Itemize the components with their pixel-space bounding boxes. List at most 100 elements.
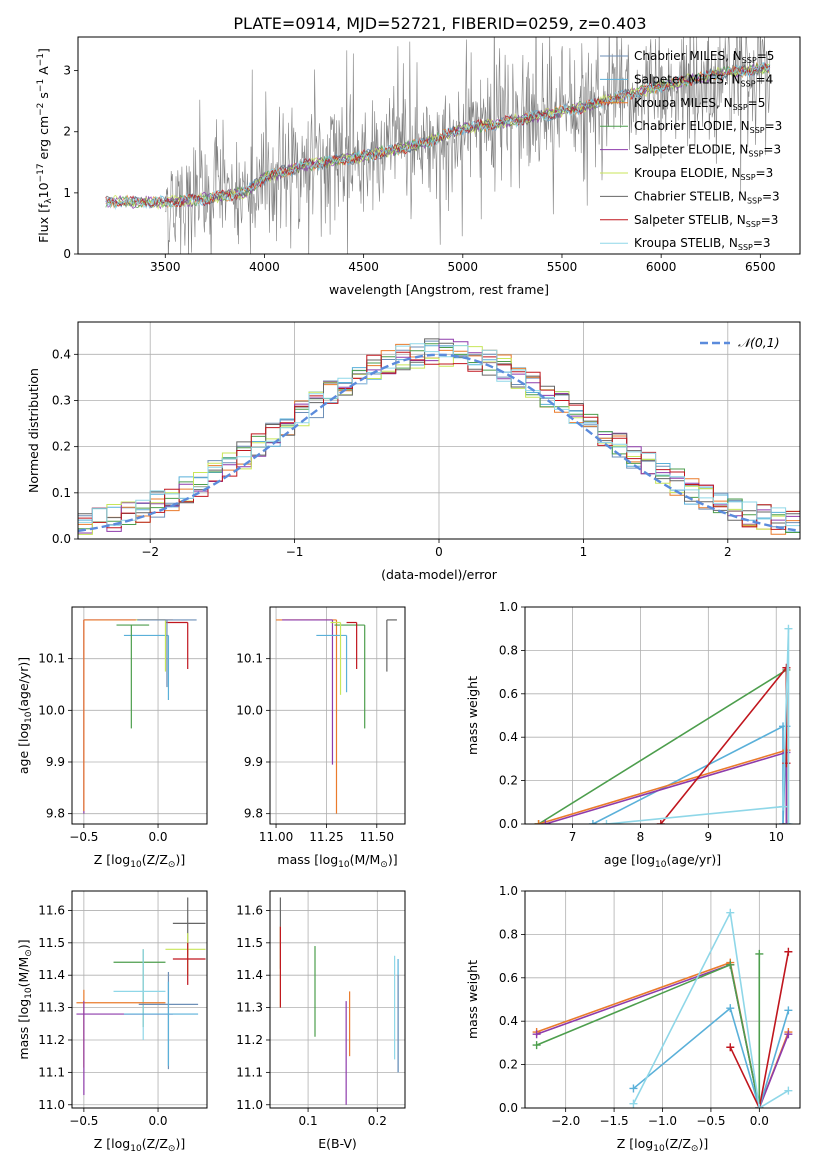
y-tick-label: 0.0 <box>52 532 71 546</box>
weight-vs-Z-axes: −2.0 −1.5 −1.0 −0.5 0.0 0.0 0.2 0.4 0.6 0.8 1.0 Z [… <box>465 884 801 1154</box>
weight-marker-5-1 <box>726 1043 735 1052</box>
y-tick-label: 0.3 <box>52 393 71 407</box>
x-tick-label: −1.0 <box>648 1114 677 1128</box>
y-tick-label: 0.4 <box>499 730 518 744</box>
weight-line-4 <box>632 1006 790 1108</box>
x-tick-label: 6000 <box>646 260 677 274</box>
normal-curve <box>78 353 800 533</box>
x-tick-label: 0.1 <box>299 1114 318 1128</box>
legend-entry-6: Kroupa ELODIE, NSSP=3 <box>634 166 773 182</box>
x-tick-label: 5000 <box>448 260 479 274</box>
x-tick-label: 7 <box>569 830 577 844</box>
x-axis-label: mass [log10​(M/M⊙​)] <box>277 852 397 870</box>
histogram-step-5 <box>78 338 800 534</box>
x-tick-label: 3500 <box>150 260 181 274</box>
x-tick-label: 0 <box>435 545 443 559</box>
legend-entry-7: Chabrier STELIB, NSSP=3 <box>634 189 780 205</box>
weight-marker-6-4 <box>784 1086 793 1095</box>
y-tick-label: 0.8 <box>499 643 518 657</box>
y-tick-label: 10.0 <box>236 703 263 717</box>
mass-vs-Z-plot <box>76 897 206 1096</box>
x-tick-label: −2.0 <box>551 1114 580 1128</box>
spectrum-data-line <box>165 37 771 254</box>
weight-vs-Z-plot <box>532 908 793 1108</box>
mass-vs-EBV-axes: 0.1 0.2 11.0 11.1 11.2 11.3 11.4 11.5 11.6 E(B-V) <box>236 890 406 1151</box>
y-tick-label: 1.0 <box>499 600 518 614</box>
x-tick-label: 0.0 <box>148 1114 167 1128</box>
x-tick-label: 11.25 <box>309 830 343 844</box>
y-tick-label: 1 <box>63 186 71 200</box>
y-tick-label: 11.0 <box>38 1098 65 1112</box>
weight-marker-5-3 <box>784 947 793 956</box>
y-tick-label: 11.6 <box>236 903 263 917</box>
weight-marker-3-1 <box>534 820 543 824</box>
weight-marker-2-1 <box>588 820 597 824</box>
y-axis-label: mass weight <box>465 676 480 755</box>
x-tick-label: 11.00 <box>259 830 293 844</box>
weight-vs-age-axes: 7 8 9 10 0.0 0.2 0.4 0.6 0.8 1.0 age [log10​(age/y… <box>465 600 801 870</box>
legend-normal-label: 𝒩(0,1) <box>738 335 780 350</box>
y-tick-label: 0.4 <box>499 1014 518 1028</box>
y-tick-label: 0.2 <box>52 440 71 454</box>
y-tick-label: 10.0 <box>38 703 65 717</box>
y-tick-label: 11.5 <box>236 936 263 950</box>
legend-entry-3: Kroupa MILES, NSSP=5 <box>634 96 765 112</box>
weight-marker-2-4 <box>784 1030 793 1039</box>
age-vs-mass-plot <box>276 619 397 814</box>
weight-marker-6-2 <box>726 908 735 917</box>
y-tick-label: 3 <box>63 64 71 78</box>
weight-marker-2-3 <box>779 820 788 824</box>
x-tick-label: 5500 <box>547 260 578 274</box>
y-tick-label: 9.8 <box>46 807 65 821</box>
weight-marker-3-4 <box>755 949 764 958</box>
mass-vs-EBV-frame <box>269 890 406 1109</box>
weight-vs-age-frame <box>524 606 801 825</box>
weight-marker-6-1 <box>629 1099 638 1108</box>
weight-line-3 <box>536 953 761 1108</box>
age-vs-Z-axes: −0.5 0.0 9.8 9.9 10.0 10.1 Z [log10​(Z/Z⊙​)] ag… <box>16 606 208 870</box>
y-tick-label: 11.5 <box>38 936 65 950</box>
weight-marker-4-1 <box>629 1084 638 1093</box>
x-axis-label: Z [log10​(Z/Z⊙​)] <box>94 1136 185 1154</box>
x-tick-label: 11.50 <box>360 830 394 844</box>
residuals-axes: −2 −1 0 1 2 0.0 0.1 0.2 0.3 0.4 (data-model)/error… <box>26 321 801 582</box>
legend-entry-9: Kroupa STELIB, NSSP=3 <box>634 236 771 252</box>
spectrum-plot <box>105 37 771 254</box>
figure-title: PLATE=0914, MJD=52721, FIBERID=0259, z=0… <box>233 14 646 33</box>
y-tick-label: 10.1 <box>38 652 65 666</box>
x-tick-label: 0.0 <box>148 830 167 844</box>
x-tick-label: 2 <box>724 545 732 559</box>
weight-line-6 <box>632 910 789 1108</box>
weight-marker-5-1 <box>656 820 665 824</box>
y-tick-label: 1.0 <box>499 884 518 898</box>
y-tick-label: 9.8 <box>244 807 263 821</box>
y-tick-label: 0 <box>63 247 71 261</box>
weight-marker-6-2 <box>779 802 788 811</box>
weight-marker-4-4 <box>784 1006 793 1015</box>
mass-vs-Z-axes: −0.5 0.0 11.0 11.1 11.2 11.3 11.4 11.5 11.6 Z [lo… <box>16 890 208 1154</box>
y-tick-label: 11.6 <box>38 903 65 917</box>
x-tick-label: 8 <box>637 830 645 844</box>
x-tick-label: 4500 <box>348 260 379 274</box>
y-tick-label: 11.1 <box>236 1065 263 1079</box>
y-tick-label: 11.4 <box>38 968 65 982</box>
x-tick-label: −0.5 <box>69 830 98 844</box>
y-tick-label: 0.2 <box>499 1058 518 1072</box>
y-tick-label: 11.3 <box>236 1001 263 1015</box>
x-tick-label: 0.0 <box>750 1114 769 1128</box>
y-tick-label: 0.0 <box>499 1101 518 1115</box>
y-tick-label: 11.0 <box>236 1098 263 1112</box>
mass-vs-EBV-plot <box>279 897 399 1105</box>
histogram-step-7 <box>78 338 800 524</box>
legend-entry-4: Chabrier ELODIE, NSSP=3 <box>634 119 782 135</box>
x-tick-label: −1 <box>286 545 304 559</box>
weight-marker-4-2 <box>726 1004 735 1013</box>
y-tick-label: 0.6 <box>499 971 518 985</box>
y-tick-label: 0.8 <box>499 927 518 941</box>
y-tick-label: 0.0 <box>499 817 518 831</box>
spectrum-model-line-6 <box>105 63 771 210</box>
histogram-step-8 <box>78 351 800 530</box>
age-vs-Z-frame <box>71 606 208 825</box>
x-axis-label: wavelength [Angstrom, rest frame] <box>329 282 549 297</box>
